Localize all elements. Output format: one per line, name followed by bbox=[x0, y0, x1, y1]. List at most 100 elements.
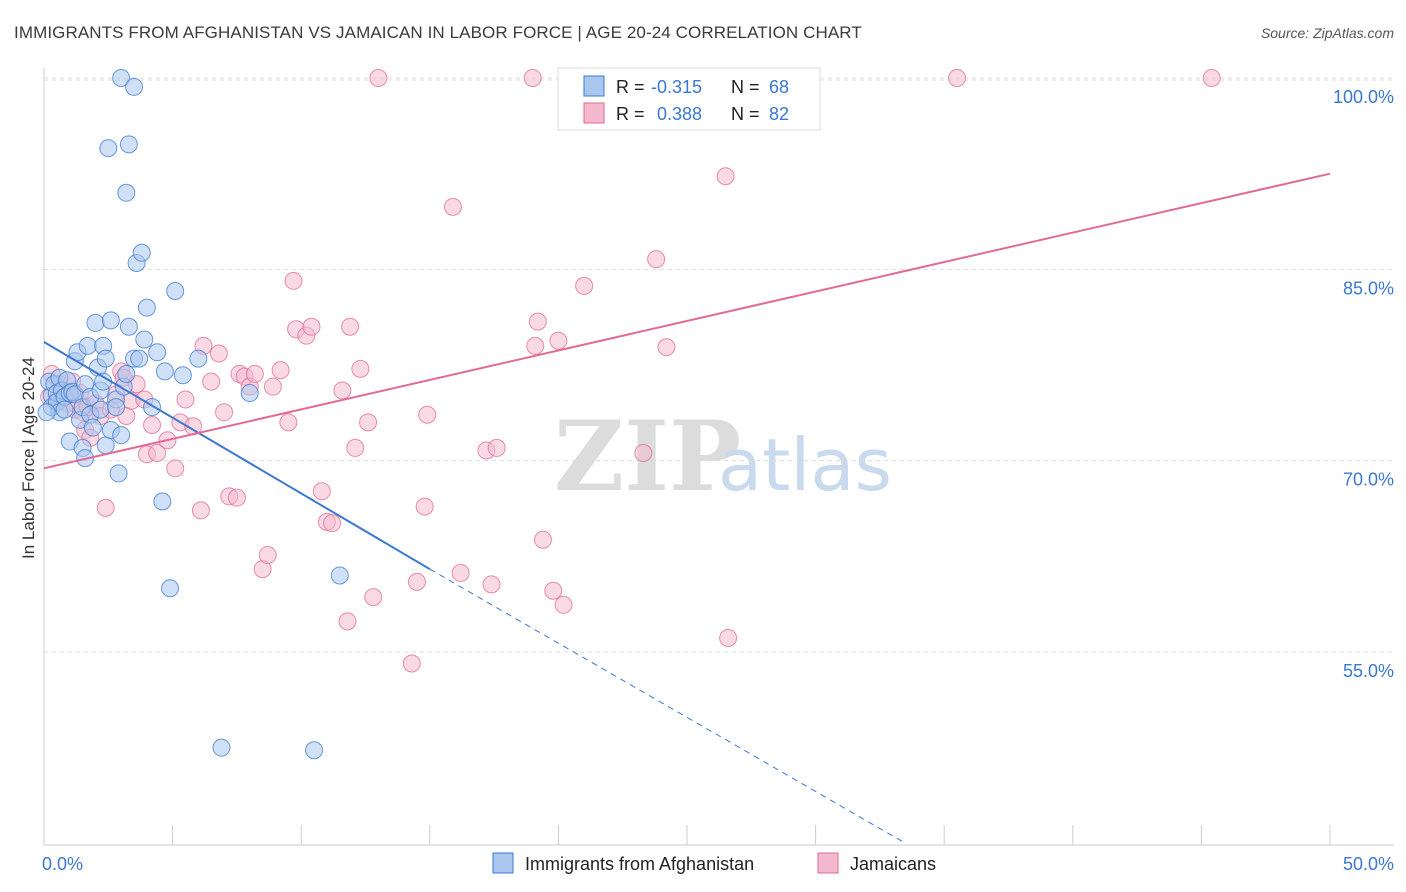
data-point bbox=[523, 69, 542, 87]
data-point bbox=[240, 384, 259, 403]
data-point bbox=[647, 250, 666, 269]
data-point bbox=[407, 572, 426, 591]
trend-line-jamaicans bbox=[43, 172, 1331, 470]
data-point bbox=[338, 612, 357, 631]
y-tick-label: 70.0% bbox=[1343, 470, 1394, 490]
data-point bbox=[351, 359, 370, 378]
data-point bbox=[312, 482, 331, 501]
data-point bbox=[359, 413, 378, 432]
data-point bbox=[346, 438, 365, 457]
legend-swatch-afghanistan bbox=[492, 852, 514, 874]
data-point bbox=[202, 372, 221, 391]
data-point bbox=[305, 741, 324, 760]
chart-title: IMMIGRANTS FROM AFGHANISTAN VS JAMAICAN … bbox=[14, 23, 862, 42]
data-point bbox=[166, 282, 185, 301]
data-point bbox=[112, 426, 131, 445]
series-jamaicans-points bbox=[40, 69, 1221, 673]
data-point bbox=[948, 69, 967, 87]
x-tick-label: 50.0% bbox=[1343, 854, 1394, 874]
y-axis-title: In Labor Force | Age 20-24 bbox=[19, 357, 38, 559]
data-point bbox=[117, 183, 136, 202]
data-point bbox=[302, 317, 321, 336]
data-point bbox=[443, 197, 462, 216]
data-point bbox=[173, 366, 192, 385]
gridlines bbox=[44, 77, 1394, 653]
data-point bbox=[258, 546, 277, 565]
data-point bbox=[284, 271, 303, 290]
data-point bbox=[271, 361, 290, 380]
data-point bbox=[402, 654, 421, 673]
data-point bbox=[369, 69, 388, 87]
data-point bbox=[657, 338, 676, 357]
data-point bbox=[279, 413, 298, 432]
data-point bbox=[1202, 69, 1221, 87]
data-points bbox=[37, 69, 1221, 760]
data-point bbox=[575, 276, 594, 295]
data-point bbox=[161, 579, 180, 598]
stats-r-value-afghanistan: -0.315 bbox=[651, 77, 702, 97]
data-point bbox=[212, 738, 231, 757]
data-point bbox=[364, 588, 383, 607]
stats-n-value-jamaicans: 82 bbox=[769, 104, 789, 124]
stats-r-value-jamaicans: 0.388 bbox=[657, 104, 702, 124]
data-point bbox=[209, 344, 228, 363]
stats-swatch-afghanistan bbox=[583, 75, 605, 97]
trend-lines bbox=[43, 172, 1331, 844]
axes bbox=[43, 68, 1394, 846]
data-point bbox=[119, 317, 138, 336]
data-point bbox=[119, 135, 138, 154]
data-point bbox=[549, 331, 568, 350]
watermark-atlas: atlas bbox=[718, 423, 892, 507]
data-point bbox=[91, 400, 110, 419]
data-point bbox=[132, 243, 151, 262]
data-point bbox=[719, 628, 738, 647]
data-point bbox=[86, 313, 105, 332]
data-point bbox=[137, 298, 156, 317]
series-afghanistan-points bbox=[37, 69, 349, 760]
data-point bbox=[37, 403, 56, 422]
stats-r-label-jamaicans: R = bbox=[616, 104, 645, 124]
data-point bbox=[155, 362, 174, 381]
data-point bbox=[99, 139, 118, 158]
data-point bbox=[415, 497, 434, 516]
data-point bbox=[96, 436, 115, 455]
data-point bbox=[94, 372, 113, 391]
data-point bbox=[78, 336, 97, 355]
chart-source: Source: ZipAtlas.com bbox=[1261, 25, 1394, 41]
data-point bbox=[96, 498, 115, 517]
stats-swatch-jamaicans bbox=[583, 102, 605, 124]
data-point bbox=[330, 566, 349, 585]
y-tick-label: 85.0% bbox=[1343, 278, 1394, 298]
data-point bbox=[112, 69, 131, 87]
legend-swatch-jamaicans bbox=[817, 852, 839, 874]
data-point bbox=[143, 415, 162, 434]
stats-legend: R = -0.315 N = 68 R = 0.388 N = 82 bbox=[557, 67, 821, 131]
data-point bbox=[333, 381, 352, 400]
data-point bbox=[528, 312, 547, 331]
legend-label-afghanistan: Immigrants from Afghanistan bbox=[525, 854, 754, 874]
y-tick-labels: 55.0% 70.0% 85.0% 100.0% bbox=[1333, 87, 1394, 681]
data-point bbox=[215, 403, 234, 422]
trend-line-afghanistan-extension bbox=[429, 568, 906, 844]
data-point bbox=[125, 77, 144, 96]
data-point bbox=[130, 349, 149, 368]
data-point bbox=[109, 464, 128, 483]
data-point bbox=[482, 575, 501, 594]
stats-r-label-afghanistan: R = bbox=[616, 77, 645, 97]
data-point bbox=[117, 364, 136, 383]
legend-label-jamaicans: Jamaicans bbox=[850, 854, 936, 874]
data-point bbox=[96, 349, 115, 368]
data-point bbox=[526, 336, 545, 355]
x-tick-labels: 0.0% 50.0% bbox=[42, 854, 1394, 874]
data-point bbox=[148, 343, 167, 362]
data-point bbox=[634, 444, 653, 463]
stats-n-label-afghanistan: N = bbox=[731, 77, 760, 97]
data-point bbox=[101, 311, 120, 330]
data-point bbox=[341, 317, 360, 336]
x-tick-label: 0.0% bbox=[42, 854, 83, 874]
data-point bbox=[533, 530, 552, 549]
data-point bbox=[544, 581, 563, 600]
data-point bbox=[245, 364, 264, 383]
y-tick-label: 100.0% bbox=[1333, 87, 1394, 107]
